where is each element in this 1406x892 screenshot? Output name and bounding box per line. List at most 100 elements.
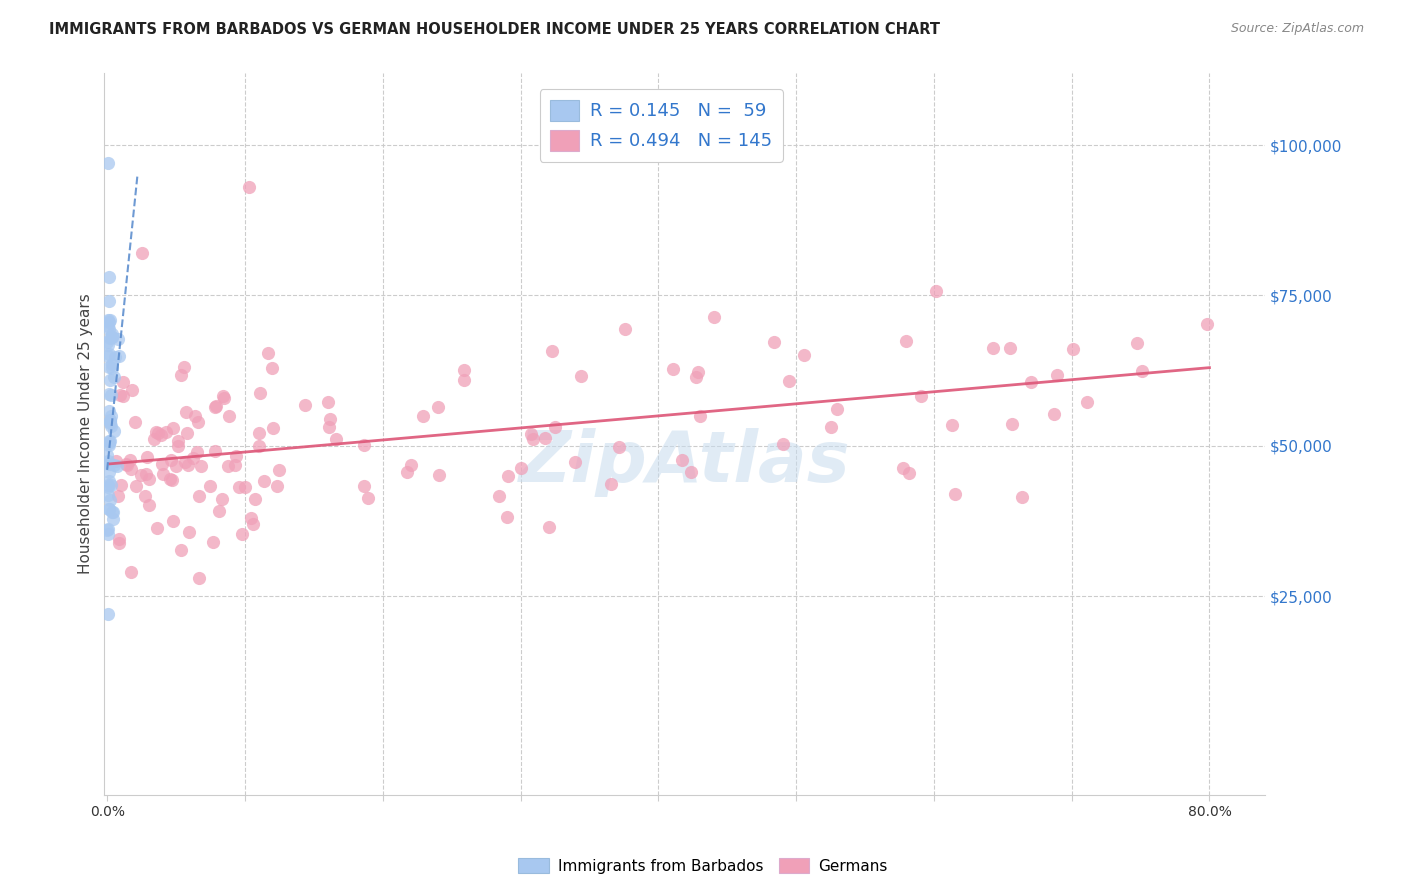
Point: [218, 409, 240, 424]
Point: [98, 457, 121, 471]
Point: [544, 420, 567, 434]
Point: [181, 450, 204, 465]
Point: [249, 439, 271, 453]
Point: [609, 441, 631, 455]
Point: [238, 180, 260, 194]
Point: [100, 478, 122, 492]
Point: [96, 448, 118, 462]
Point: [534, 431, 557, 445]
Point: [136, 450, 159, 464]
Point: [97, 480, 120, 494]
Text: IMMIGRANTS FROM BARBADOS VS GERMAN HOUSEHOLDER INCOME UNDER 25 YEARS CORRELATION: IMMIGRANTS FROM BARBADOS VS GERMAN HOUSE…: [49, 22, 941, 37]
Legend: Immigrants from Barbados, Germans: Immigrants from Barbados, Germans: [512, 852, 894, 880]
Point: [198, 479, 221, 493]
Point: [204, 400, 226, 414]
Point: [204, 444, 226, 458]
Point: [205, 400, 228, 414]
Point: [150, 427, 173, 442]
Point: [97, 313, 120, 327]
Point: [266, 479, 288, 493]
Point: [688, 365, 710, 379]
Point: [112, 389, 135, 403]
Point: [98, 359, 121, 374]
Point: [762, 334, 785, 349]
Point: [134, 490, 156, 504]
Point: [1011, 491, 1033, 505]
Point: [101, 358, 124, 372]
Point: [176, 426, 198, 441]
Point: [188, 489, 211, 503]
Point: [98, 434, 121, 448]
Point: [125, 479, 148, 493]
Point: [96, 335, 118, 350]
Point: [1130, 364, 1153, 378]
Point: [1043, 407, 1066, 421]
Point: [249, 425, 271, 440]
Point: [325, 432, 347, 446]
Point: [353, 479, 375, 493]
Point: [111, 376, 134, 390]
Point: [173, 359, 195, 374]
Point: [395, 465, 418, 479]
Point: [103, 370, 125, 384]
Point: [100, 409, 122, 423]
Text: Source: ZipAtlas.com: Source: ZipAtlas.com: [1230, 22, 1364, 36]
Point: [97, 487, 120, 501]
Point: [224, 458, 246, 472]
Point: [703, 310, 725, 325]
Point: [249, 385, 271, 400]
Point: [998, 341, 1021, 355]
Point: [105, 459, 128, 474]
Point: [98, 438, 121, 452]
Point: [779, 374, 801, 388]
Point: [98, 330, 121, 344]
Point: [96, 524, 118, 538]
Point: [98, 416, 121, 430]
Point: [98, 294, 121, 309]
Y-axis label: Householder Income Under 25 years: Householder Income Under 25 years: [79, 293, 93, 574]
Point: [269, 463, 291, 477]
Point: [160, 473, 183, 487]
Point: [225, 450, 247, 464]
Point: [564, 455, 586, 469]
Point: [115, 457, 138, 471]
Point: [104, 350, 127, 364]
Point: [96, 337, 118, 351]
Point: [115, 458, 138, 472]
Point: [184, 409, 207, 424]
Point: [174, 405, 197, 419]
Point: [145, 520, 167, 534]
Legend: R = 0.145   N =  59, R = 0.494   N = 145: R = 0.145 N = 59, R = 0.494 N = 145: [540, 89, 783, 161]
Point: [108, 349, 131, 363]
Point: [208, 504, 231, 518]
Point: [121, 383, 143, 397]
Point: [685, 369, 707, 384]
Point: [97, 319, 120, 334]
Point: [97, 607, 120, 622]
Point: [186, 444, 208, 458]
Point: [217, 458, 239, 473]
Point: [96, 522, 118, 536]
Point: [671, 452, 693, 467]
Point: [97, 454, 120, 468]
Point: [110, 388, 132, 402]
Point: [104, 454, 127, 468]
Point: [150, 457, 173, 471]
Point: [925, 284, 948, 298]
Point: [97, 478, 120, 492]
Point: [262, 421, 284, 435]
Point: [159, 472, 181, 486]
Point: [177, 524, 200, 539]
Point: [100, 419, 122, 434]
Point: [820, 420, 842, 434]
Point: [943, 487, 966, 501]
Point: [201, 535, 224, 549]
Point: [793, 348, 815, 362]
Point: [98, 315, 121, 329]
Point: [981, 341, 1004, 355]
Point: [318, 420, 340, 434]
Point: [894, 334, 917, 348]
Point: [211, 491, 233, 506]
Point: [98, 502, 121, 516]
Point: [1195, 317, 1218, 331]
